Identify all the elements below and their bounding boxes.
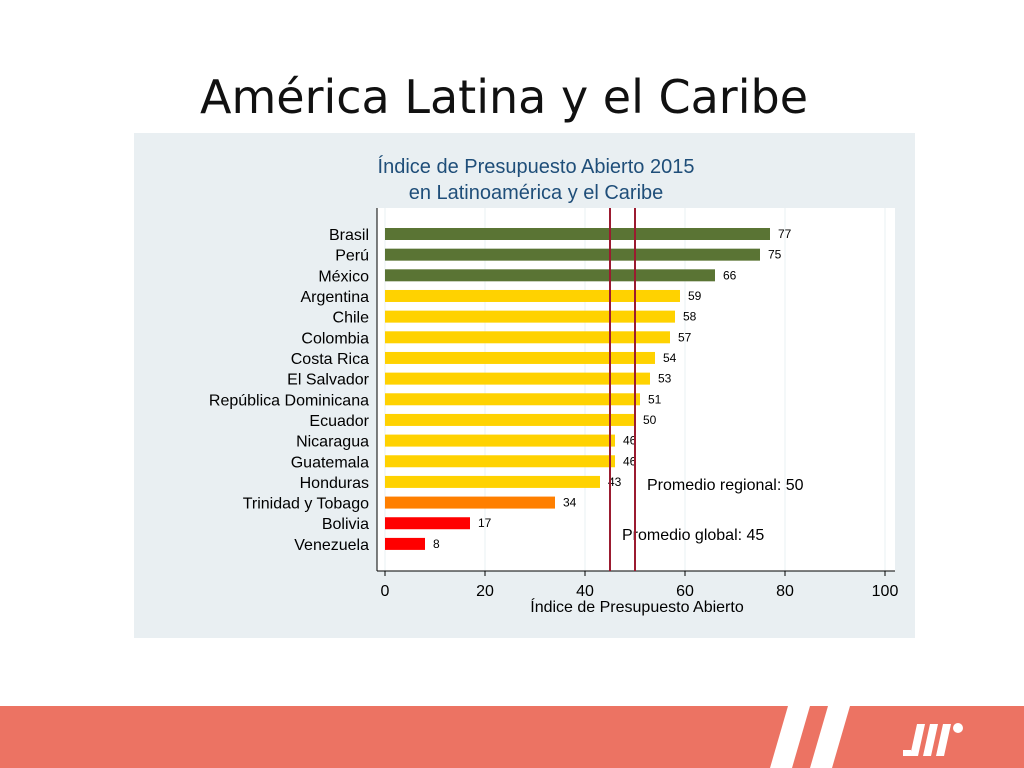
reference-line-label: Promedio global: 45: [622, 527, 764, 544]
category-label: Brasil: [329, 227, 369, 244]
value-label: 77: [778, 227, 792, 241]
category-label: México: [318, 268, 369, 285]
chart-subtitle: en Latinoamérica y el Caribe: [409, 182, 664, 204]
value-label: 75: [768, 248, 782, 262]
bar-nicaragua: [385, 434, 615, 447]
value-label: 58: [683, 310, 697, 324]
chart-panel: Índice de Presupuesto Abierto 2015 en La…: [134, 133, 915, 638]
bar-venezuela: [385, 537, 425, 550]
bar-el-salvador: [385, 372, 650, 385]
footer-band: [0, 706, 1024, 768]
value-label: 54: [663, 351, 677, 365]
bar-brasil: [385, 228, 770, 240]
bar-perú: [385, 248, 760, 261]
value-label: 46: [623, 434, 637, 448]
value-label: 8: [433, 537, 440, 551]
category-label: El Salvador: [287, 372, 369, 389]
x-tick-label: 0: [381, 583, 390, 600]
value-label: 17: [478, 516, 492, 530]
footer-stripe: [810, 706, 850, 768]
category-label: Guatemala: [291, 454, 369, 471]
category-label: Costa Rica: [291, 351, 369, 368]
category-label: Colombia: [301, 330, 369, 347]
bar-ecuador: [385, 413, 635, 426]
bar-trinidad-y-tobago: [385, 496, 555, 509]
x-tick-label: 60: [676, 583, 694, 600]
reference-line-label: Promedio regional: 50: [647, 477, 804, 494]
value-label: 51: [648, 392, 662, 406]
value-label: 50: [643, 413, 657, 427]
bar-chart: Índice de Presupuesto Abierto 2015 en La…: [209, 155, 899, 616]
chart-title: Índice de Presupuesto Abierto 2015: [378, 155, 695, 178]
bar-república-dominicana: [385, 393, 640, 406]
value-label: 46: [623, 454, 637, 468]
value-label: 34: [563, 496, 577, 510]
category-label: Venezuela: [294, 537, 369, 554]
value-label: 57: [678, 330, 692, 344]
bar-bolivia: [385, 517, 470, 530]
category-label: República Dominicana: [209, 392, 369, 409]
category-label: Chile: [333, 310, 370, 327]
bar-costa-rica: [385, 351, 655, 364]
category-label: Ecuador: [309, 413, 369, 430]
bar-méxico: [385, 269, 715, 282]
category-label: Argentina: [301, 289, 370, 306]
x-tick-label: 80: [776, 583, 794, 600]
slide-title: América Latina y el Caribe: [199, 70, 809, 124]
x-axis-label: Índice de Presupuesto Abierto: [530, 597, 744, 616]
category-label: Bolivia: [322, 516, 369, 533]
value-label: 43: [608, 475, 622, 489]
value-label: 59: [688, 289, 702, 303]
category-label: Trinidad y Tobago: [243, 496, 369, 513]
value-label: 66: [723, 268, 737, 282]
x-tick-label: 40: [576, 583, 594, 600]
value-label: 53: [658, 372, 672, 386]
category-label: Honduras: [300, 475, 369, 492]
bar-guatemala: [385, 455, 615, 468]
category-label: Nicaragua: [296, 434, 369, 451]
category-label: Perú: [335, 248, 369, 265]
x-tick-label: 20: [476, 583, 494, 600]
x-tick-label: 100: [872, 583, 899, 600]
bar-honduras: [385, 475, 600, 488]
bar-colombia: [385, 331, 670, 344]
bar-argentina: [385, 289, 680, 302]
footer-stripe: [770, 706, 810, 768]
bar-chile: [385, 310, 675, 323]
brand-logo-icon: [903, 723, 963, 756]
